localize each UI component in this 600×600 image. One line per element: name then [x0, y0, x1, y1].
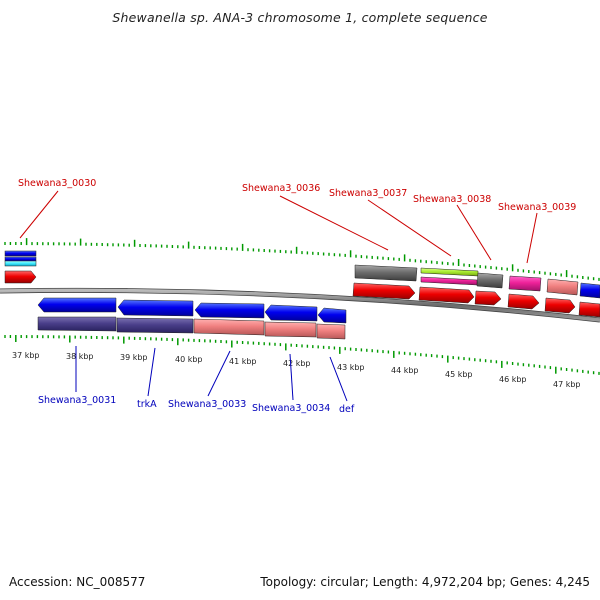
scale-label: 39 kbp: [120, 353, 148, 362]
gene-feature: [579, 282, 600, 299]
gene-label-shewana3-0037: Shewana3_0037: [329, 188, 407, 199]
gene-feature: [4, 250, 37, 257]
gene-label-shewana3-0034: Shewana3_0034: [252, 403, 330, 414]
gene-feature: [37, 297, 117, 313]
gene-feature: [116, 317, 194, 334]
outer-tick-ring: [4, 238, 600, 281]
scale-label: 47 kbp: [553, 380, 581, 389]
scale-label: 41 kbp: [229, 357, 257, 366]
gene-label-shewana3-0031: Shewana3_0031: [38, 395, 116, 406]
reverse-leader-lines: [75, 346, 348, 402]
gene-feature: [418, 286, 475, 304]
topology-summary: Topology: circular; Length: 4,972,204 bp…: [260, 575, 590, 589]
scale-label: 38 kbp: [66, 352, 94, 361]
forward-gene-labels: Shewana3_0030 Shewana3_0036 Shewana3_003…: [18, 178, 576, 213]
inner-tick-ring: [4, 335, 600, 375]
gene-feature: [264, 304, 318, 322]
gene-feature: [4, 256, 37, 262]
gene-feature: [508, 275, 542, 292]
gene-label-shewana3-0030: Shewana3_0030: [18, 178, 96, 189]
gene-feature: [193, 318, 265, 336]
gene-feature: [317, 307, 347, 324]
accession-label: Accession: NC_008577: [9, 575, 146, 589]
reverse-gene-labels: Shewana3_0031 trkA Shewana3_0033 Shewana…: [38, 395, 355, 415]
forward-strand-genes: [4, 250, 600, 318]
scale-label: 46 kbp: [499, 375, 527, 384]
gene-feature: [474, 290, 502, 306]
gene-feature: [420, 267, 479, 277]
forward-leader-lines: [19, 190, 538, 264]
gene-feature: [4, 260, 37, 267]
gene-label-shewana3-0033: Shewana3_0033: [168, 399, 246, 410]
scale-label: 42 kbp: [283, 359, 311, 368]
map-title: Shewanella sp. ANA-3 chromosome 1, compl…: [112, 10, 488, 25]
gene-label-shewana3-0036: Shewana3_0036: [242, 183, 320, 194]
gene-feature: [4, 270, 37, 284]
gene-feature: [117, 299, 194, 317]
scale-label: 40 kbp: [175, 355, 203, 364]
gene-feature: [476, 272, 504, 289]
reverse-strand-genes: [37, 297, 347, 340]
gene-feature: [578, 301, 600, 318]
scale-label: 37 kbp: [12, 351, 40, 360]
gene-feature: [194, 302, 265, 319]
gene-label-shewana3-0038: Shewana3_0038: [413, 194, 491, 205]
gene-feature: [352, 282, 416, 300]
gene-feature: [316, 323, 346, 340]
gene-feature: [420, 276, 478, 286]
scale-label: 44 kbp: [391, 366, 419, 375]
scale-labels: 37 kbp 38 kbp 39 kbp 40 kbp 41 kbp 42 kb…: [12, 351, 581, 389]
scale-label: 45 kbp: [445, 370, 473, 379]
scale-label: 43 kbp: [337, 363, 365, 372]
gene-label-def: def: [339, 404, 355, 415]
gene-feature: [264, 321, 317, 338]
gene-label-shewana3-0039: Shewana3_0039: [498, 202, 576, 213]
gene-feature: [37, 316, 117, 332]
gene-feature: [354, 264, 418, 282]
gene-feature: [544, 297, 576, 314]
gene-label-trka: trkA: [137, 399, 157, 410]
gene-feature: [546, 278, 579, 296]
gene-feature: [507, 293, 540, 310]
chromosome-backbone: [0, 287, 600, 323]
